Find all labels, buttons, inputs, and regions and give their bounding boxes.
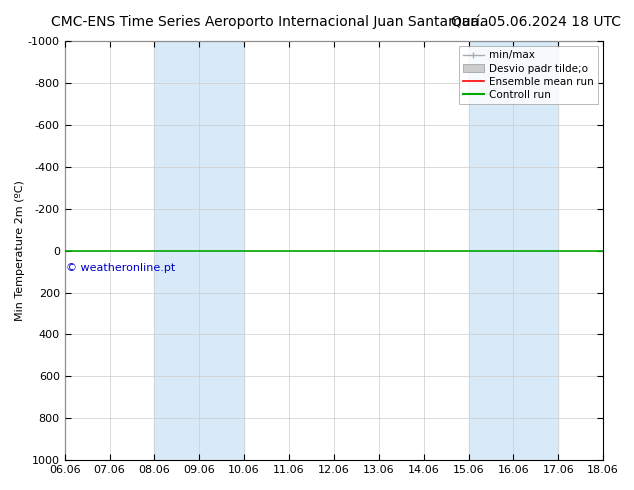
Text: CMC-ENS Time Series Aeroporto Internacional Juan Santamaría: CMC-ENS Time Series Aeroporto Internacio… bbox=[51, 15, 488, 29]
Bar bbox=[155, 41, 244, 460]
Bar bbox=[469, 41, 559, 460]
Legend: min/max, Desvio padr tilde;o, Ensemble mean run, Controll run: min/max, Desvio padr tilde;o, Ensemble m… bbox=[459, 46, 598, 104]
Y-axis label: Min Temperature 2m (ºC): Min Temperature 2m (ºC) bbox=[15, 180, 25, 321]
Text: Qua. 05.06.2024 18 UTC: Qua. 05.06.2024 18 UTC bbox=[451, 15, 621, 29]
Text: © weatheronline.pt: © weatheronline.pt bbox=[65, 263, 175, 273]
